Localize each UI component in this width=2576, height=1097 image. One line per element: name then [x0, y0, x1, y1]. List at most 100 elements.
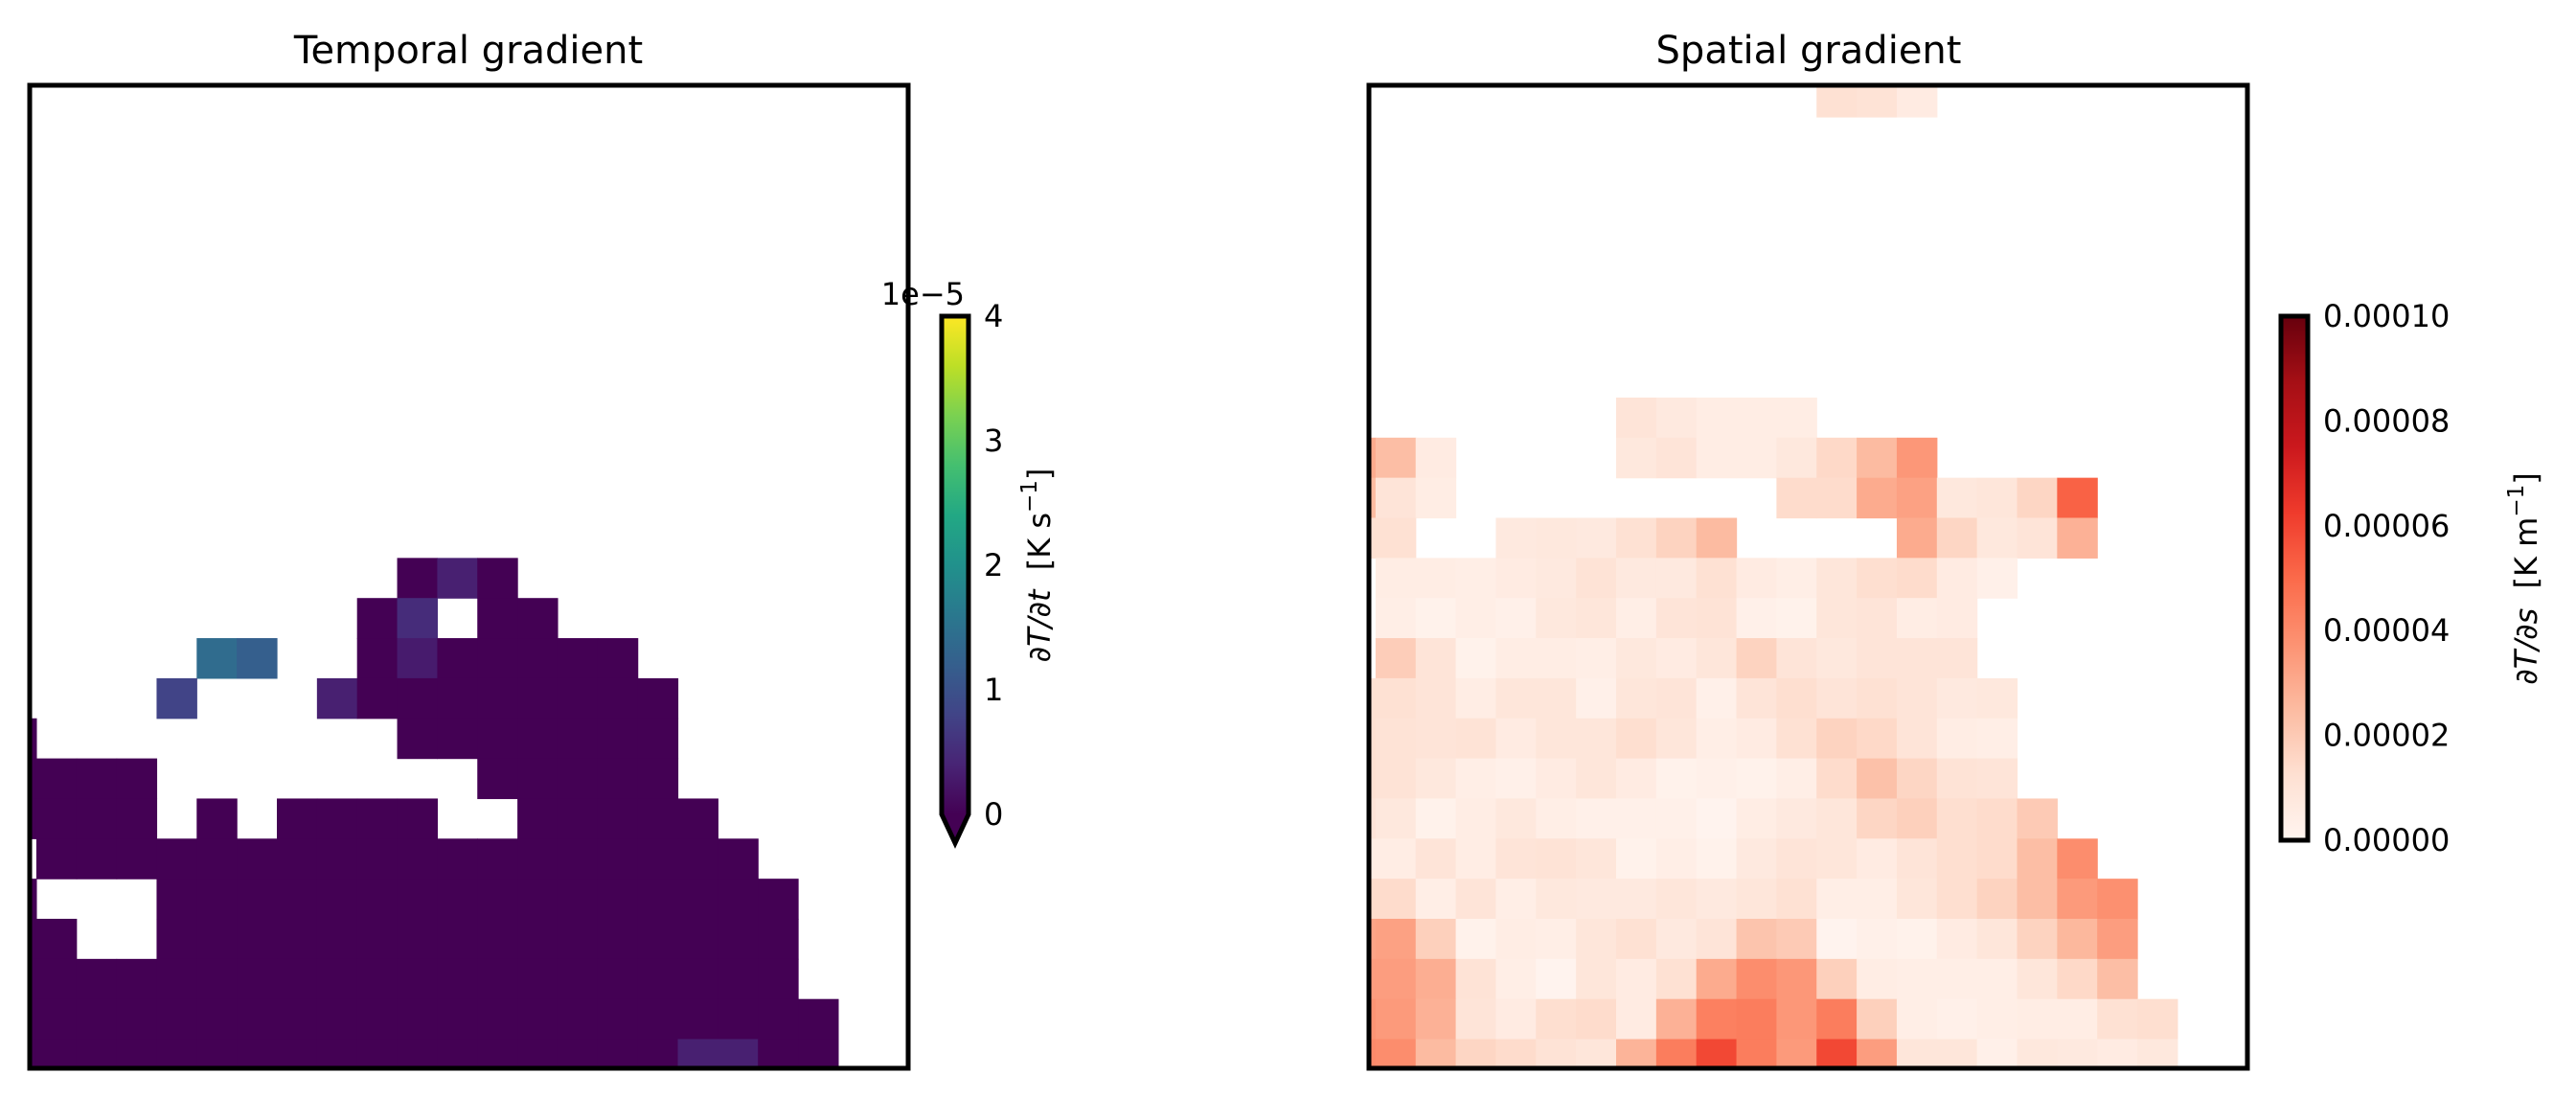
- heatmap-cell: [397, 598, 438, 639]
- heatmap-cell: [517, 677, 559, 720]
- heatmap-cell: [1616, 517, 1657, 559]
- temporal-gradient-panel: Temporal gradient: [27, 29, 911, 1071]
- heatmap-cell: [1576, 558, 1617, 599]
- temporal-colorbar: 0 1 2 3 4 1e−5 ∂T/∂t [K s−1]: [881, 276, 1058, 849]
- heatmap-cell: [1857, 879, 1898, 920]
- heatmap-cell: [196, 798, 238, 839]
- heatmap-cell: [517, 879, 559, 920]
- spatial-heatmap-cells: [1369, 85, 2178, 1068]
- heatmap-cell: [1816, 437, 1858, 479]
- heatmap-cell: [1976, 1039, 2018, 1068]
- heatmap-cell: [1375, 558, 1417, 599]
- heatmap-cell: [1936, 1039, 1978, 1068]
- heatmap-cell: [397, 838, 438, 880]
- heatmap-cell: [397, 638, 438, 679]
- heatmap-cell: [1696, 998, 1738, 1040]
- heatmap-cell: [156, 1039, 197, 1068]
- heatmap-cell: [1616, 879, 1657, 920]
- colorbar-tick-label: 4: [984, 298, 1003, 334]
- heatmap-cell: [277, 798, 318, 839]
- colorbar-label-label-close: ]: [2508, 472, 2544, 484]
- heatmap-cell: [1375, 598, 1417, 639]
- heatmap-cell: [1415, 758, 1457, 800]
- heatmap-cell: [1375, 919, 1417, 960]
- heatmap-cell: [637, 958, 679, 1000]
- heatmap-cell: [2057, 998, 2098, 1040]
- colorbar-label-label-units: [K m: [2508, 517, 2544, 599]
- heatmap-cell: [1896, 838, 1938, 880]
- heatmap-cell: [196, 919, 238, 960]
- heatmap-cell: [1415, 477, 1457, 519]
- heatmap-cell: [1696, 437, 1738, 479]
- heatmap-cell: [477, 677, 518, 720]
- heatmap-cell: [1369, 517, 1377, 559]
- heatmap-cell: [1776, 437, 1817, 479]
- heatmap-cell: [1415, 919, 1457, 960]
- heatmap-cell: [1495, 1039, 1537, 1068]
- heatmap-cell: [718, 919, 759, 960]
- heatmap-cell: [316, 879, 358, 920]
- heatmap-cell: [637, 1039, 679, 1068]
- heatmap-cell: [437, 958, 478, 1000]
- heatmap-cell: [156, 677, 197, 720]
- heatmap-cell: [1536, 718, 1577, 760]
- heatmap-cell: [1576, 598, 1617, 639]
- heatmap-cell: [1415, 638, 1457, 679]
- heatmap-cell: [1736, 718, 1777, 760]
- heatmap-cell: [356, 838, 399, 880]
- heatmap-cell: [2057, 879, 2098, 920]
- heatmap-cell: [316, 798, 358, 839]
- heatmap-cell: [1857, 998, 1898, 1040]
- heatmap-cell: [1655, 879, 1698, 920]
- heatmap-cell: [1816, 958, 1858, 1000]
- heatmap-cell: [116, 958, 158, 1000]
- heatmap-cell: [677, 798, 718, 839]
- heatmap-cell: [1857, 558, 1898, 599]
- heatmap-cell: [397, 798, 438, 839]
- heatmap-cell: [1816, 998, 1858, 1040]
- heatmap-cell: [1936, 958, 1978, 1000]
- heatmap-cell: [237, 919, 278, 960]
- heatmap-cell: [557, 919, 599, 960]
- heatmap-cell: [2017, 477, 2058, 519]
- heatmap-cell: [1736, 758, 1777, 800]
- heatmap-cell: [1616, 1039, 1657, 1068]
- heatmap-cell: [1976, 718, 2018, 760]
- heatmap-cell: [397, 879, 438, 920]
- heatmap-cell: [1495, 598, 1537, 639]
- heatmap-cell: [1816, 477, 1858, 519]
- heatmap-cell: [316, 1039, 358, 1068]
- heatmap-cell: [1576, 919, 1617, 960]
- heatmap-cell: [1936, 998, 1978, 1040]
- heatmap-cell: [1776, 718, 1817, 760]
- heatmap-cell: [1696, 517, 1738, 559]
- heatmap-cell: [1776, 677, 1817, 720]
- heatmap-cell: [1536, 677, 1577, 720]
- heatmap-cell: [1857, 958, 1898, 1000]
- heatmap-cell: [156, 838, 197, 880]
- heatmap-cell: [557, 638, 599, 679]
- heatmap-cell: [718, 998, 759, 1040]
- heatmap-cell: [637, 758, 679, 800]
- heatmap-cell: [637, 998, 679, 1040]
- heatmap-cell: [597, 718, 639, 760]
- heatmap-cell: [517, 1039, 559, 1068]
- colorbar-tick-label: 0.00006: [2323, 508, 2450, 544]
- heatmap-cell: [1736, 919, 1777, 960]
- heatmap-cell: [477, 638, 518, 679]
- heatmap-cell: [1896, 798, 1938, 839]
- heatmap-cell: [557, 998, 599, 1040]
- heatmap-cell: [597, 677, 639, 720]
- heatmap-cell: [397, 919, 438, 960]
- heatmap-cell: [2057, 919, 2098, 960]
- heatmap-cell: [1857, 718, 1898, 760]
- heatmap-cell: [1655, 598, 1698, 639]
- colorbar-label-label-exp: −1: [2504, 485, 2529, 517]
- heatmap-cell: [637, 919, 679, 960]
- heatmap-cell: [1369, 838, 1377, 880]
- heatmap-cell: [35, 1039, 78, 1068]
- heatmap-cell: [1655, 437, 1698, 479]
- heatmap-cell: [356, 638, 399, 679]
- heatmap-cell: [1375, 718, 1417, 760]
- heatmap-cell: [557, 879, 599, 920]
